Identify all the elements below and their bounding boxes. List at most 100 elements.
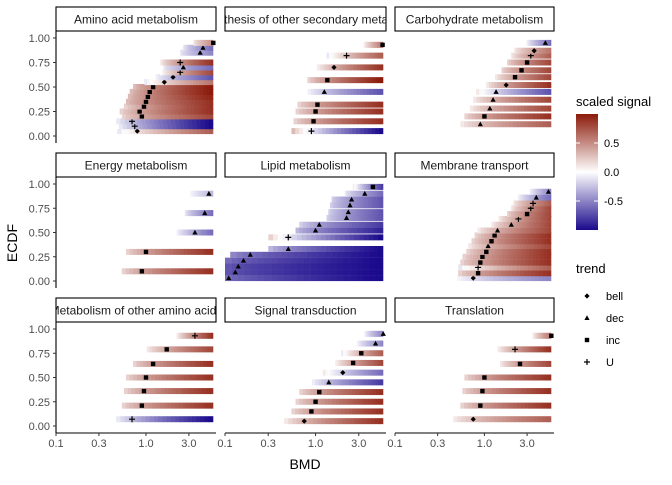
heatmap-row	[293, 118, 384, 125]
heatmap-cell	[208, 39, 210, 46]
heatmap-cell	[304, 418, 310, 425]
heatmap-cell	[284, 257, 292, 264]
panel-strip	[394, 297, 555, 323]
heatmap-cell	[518, 67, 521, 74]
shape-legend-entry: dec	[584, 313, 624, 325]
heatmap-cell	[540, 113, 545, 120]
heatmap-cell	[357, 214, 360, 221]
heatmap-cell	[537, 47, 540, 54]
heatmap-cell	[369, 183, 371, 190]
heatmap-cell	[540, 194, 543, 201]
heatmap-row	[307, 77, 384, 84]
heatmap-cell	[533, 332, 535, 339]
heatmap-cell	[376, 269, 384, 276]
heatmap-cell	[297, 118, 302, 125]
heatmap-cell	[284, 418, 289, 425]
heatmap-cell	[346, 108, 351, 115]
heatmap-cell	[377, 369, 381, 376]
heatmap-cell	[133, 402, 138, 409]
heatmap-cell	[536, 188, 539, 195]
heatmap-cell	[317, 108, 322, 115]
heatmap-cell	[502, 416, 507, 423]
heatmap-cell	[543, 59, 546, 66]
heatmap-cell	[369, 275, 377, 282]
heatmap-cell	[318, 101, 323, 108]
heatmap-cell	[351, 77, 355, 84]
heatmap-cell	[379, 41, 381, 48]
heatmap-cell	[201, 388, 206, 395]
heatmap-cell	[174, 346, 178, 353]
heatmap-cell	[183, 118, 189, 125]
heatmap-cell	[204, 39, 206, 46]
heatmap-cell	[514, 113, 519, 120]
heatmap-cell	[523, 194, 526, 201]
heatmap-cell	[464, 374, 469, 381]
heatmap-cell	[205, 44, 208, 51]
heatmap-cell	[373, 41, 375, 48]
heatmap-cell	[475, 113, 480, 120]
heatmap-cell	[522, 416, 527, 423]
heatmap-cell	[350, 257, 357, 264]
heatmap-cell	[526, 194, 529, 201]
heatmap-cell	[526, 227, 530, 234]
heatmap-cell	[373, 190, 376, 197]
heatmap-cell	[338, 118, 343, 125]
heatmap-cell	[297, 263, 305, 270]
heatmap-cell	[369, 88, 374, 95]
heatmap-cell	[523, 105, 528, 112]
heatmap-cell	[190, 44, 193, 51]
shape-legend-entry: U	[584, 357, 614, 369]
heatmap-cell	[184, 59, 187, 66]
heatmap-cell	[181, 128, 186, 135]
heatmap-cell	[327, 369, 331, 376]
heatmap-cell	[526, 88, 530, 95]
heatmap-cell	[492, 243, 497, 250]
heatmap-cell	[190, 190, 193, 197]
heatmap-row	[453, 416, 552, 423]
heatmap-cell	[293, 118, 298, 125]
heatmap-cell	[306, 234, 312, 241]
heatmap-cell	[297, 269, 305, 276]
heatmap-cell	[352, 214, 356, 221]
heatmap-cell	[236, 251, 244, 258]
heatmap-cell	[207, 79, 211, 86]
heatmap-cell	[358, 101, 362, 108]
heatmap-cell	[129, 248, 134, 255]
heatmap-cell	[520, 346, 524, 353]
heatmap-cell	[369, 269, 377, 276]
heatmap-cell	[363, 251, 371, 258]
heatmap-cell	[209, 39, 211, 46]
heatmap-cell	[187, 416, 193, 423]
heatmap-cell	[299, 221, 304, 228]
heatmap-row	[516, 194, 552, 201]
heatmap-cell	[342, 196, 345, 203]
heatmap-cell	[117, 128, 122, 135]
heatmap-cell	[356, 275, 364, 282]
heatmap-cell	[165, 374, 170, 381]
heatmap-cell	[474, 238, 479, 245]
heatmap-row	[331, 196, 384, 203]
heatmap-cell	[277, 257, 285, 264]
heatmap-cell	[525, 388, 530, 395]
heatmap-cell	[540, 332, 542, 339]
heatmap-cell	[319, 77, 324, 84]
heatmap-cell	[150, 79, 154, 86]
heatmap-cell	[538, 39, 540, 46]
heatmap-cell	[149, 103, 154, 110]
heatmap-cell	[169, 98, 174, 105]
heatmap-cell	[238, 275, 246, 282]
heatmap-cell	[161, 103, 166, 110]
heatmap-cell	[199, 59, 203, 66]
heatmap-cell	[465, 264, 471, 271]
heatmap-cell	[322, 101, 327, 108]
heatmap-cell	[133, 118, 138, 125]
heatmap-row	[344, 190, 384, 197]
heatmap-row	[129, 88, 214, 95]
heatmap-cell	[547, 248, 552, 255]
heatmap-cell	[190, 229, 193, 236]
heatmap-cell	[507, 82, 511, 89]
heatmap-cell	[361, 108, 366, 115]
heatmap-cell	[527, 200, 530, 207]
heatmap-cell	[522, 275, 527, 282]
heatmap-cell	[152, 113, 157, 120]
